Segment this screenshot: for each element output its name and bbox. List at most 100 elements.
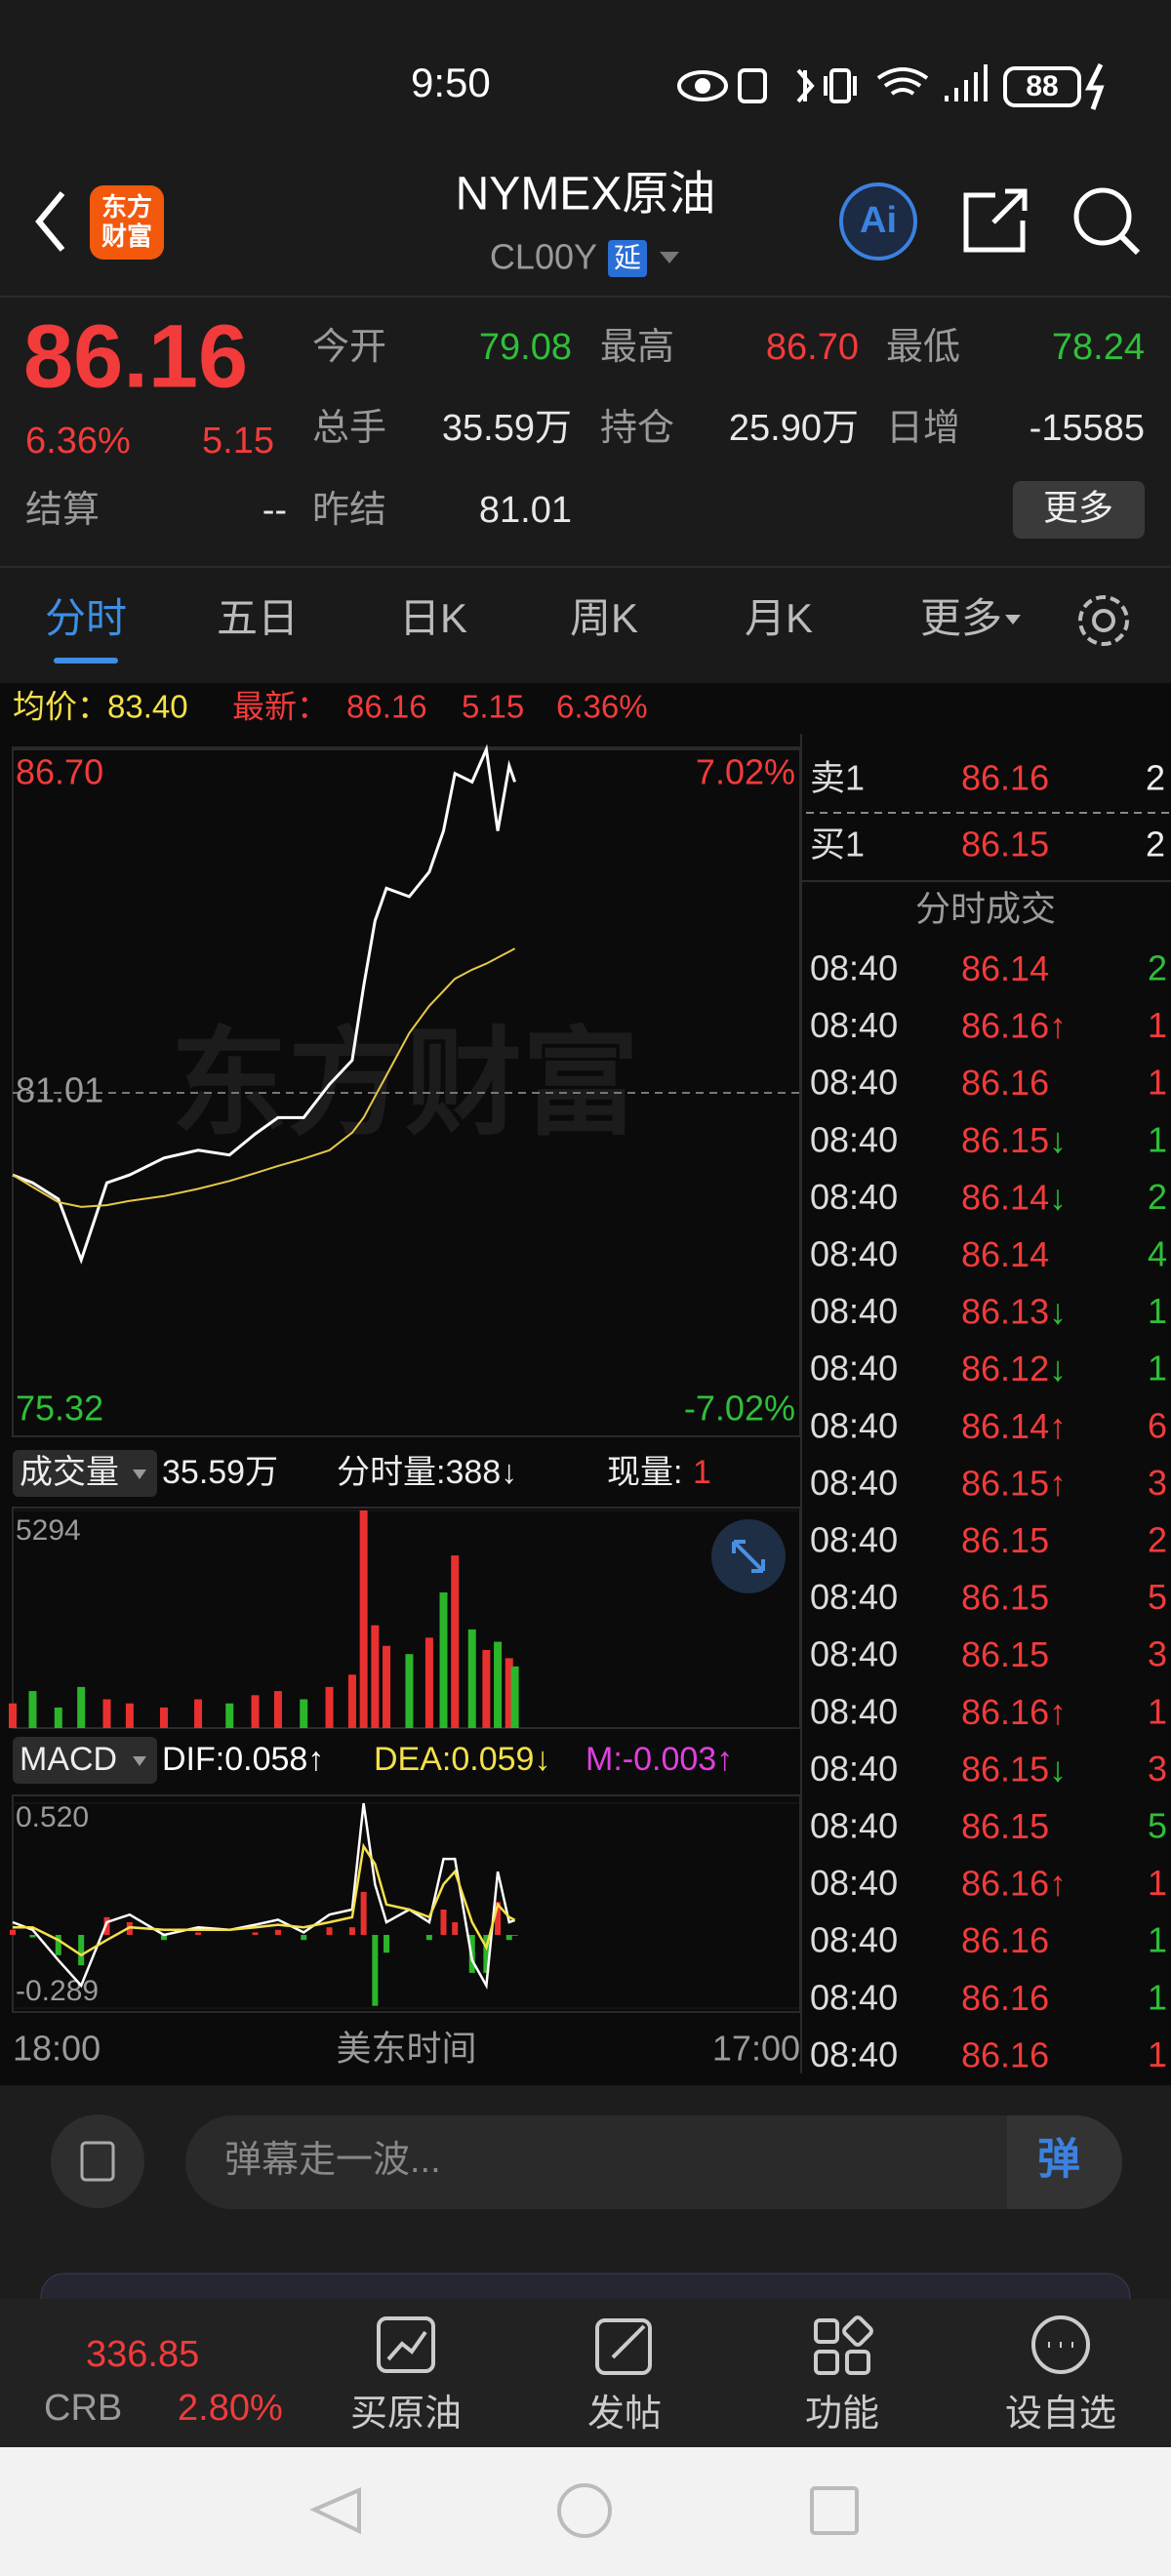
book-price: 86.15: [961, 825, 1049, 865]
comment-input[interactable]: [185, 2115, 1122, 2209]
trade-price: 86.12↓: [961, 1348, 1067, 1389]
volume-bar: [451, 1555, 460, 1728]
volume-bar: [467, 1629, 476, 1728]
avg-label: 均价：: [13, 689, 109, 725]
tab[interactable]: 五日: [217, 595, 299, 641]
macd-bar: [511, 1934, 518, 1936]
macd-bar: [78, 1934, 85, 1966]
trade-price: 86.15↓: [961, 1749, 1067, 1789]
trade-time: 08:40: [810, 1634, 898, 1674]
trade-price-value: 86.16: [961, 1920, 1049, 1960]
trade-volume: 6: [1148, 1405, 1167, 1445]
trade-volume: 2: [1148, 1520, 1167, 1560]
trade-price: 86.16↑: [961, 1691, 1067, 1731]
nav-item[interactable]: 发帖: [587, 2394, 662, 2435]
search-button[interactable]: [1073, 187, 1132, 246]
trade-price: 86.16: [961, 2034, 1049, 2074]
danmaku-icon: [80, 2141, 115, 2182]
y2-tick-label: -7.02%: [684, 1389, 795, 1429]
current-volume-label: 现量:: [607, 1454, 682, 1491]
tab[interactable]: 月K: [745, 595, 813, 641]
macd-bar: [252, 1932, 259, 1935]
trade-price-value: 86.16: [961, 1063, 1049, 1103]
dropdown-caret: [1005, 615, 1021, 624]
trade-price-value: 86.15: [961, 1520, 1049, 1560]
settle-value: --: [262, 490, 287, 531]
trade-arrow: ↓: [1049, 1177, 1067, 1217]
volume-selector[interactable]: [13, 1450, 157, 1497]
trade-time: 08:40: [810, 1806, 898, 1846]
nav-item[interactable]: 买原油: [350, 2394, 462, 2435]
macd-bar: [483, 1934, 490, 1973]
trade-price: 86.14: [961, 1234, 1049, 1274]
macd-bar: [495, 1902, 502, 1935]
price-line: [12, 744, 517, 1265]
nav-item[interactable]: 功能: [805, 2394, 879, 2435]
tab[interactable]: 更多: [920, 595, 1002, 641]
danmaku-toggle[interactable]: [51, 2114, 144, 2208]
macd-bar: [440, 1910, 447, 1935]
field-value: 86.70: [766, 327, 859, 368]
trade-price-value: 86.15: [961, 1463, 1049, 1503]
trade-time: 08:40: [810, 1063, 898, 1103]
volume-bar: [194, 1699, 203, 1728]
volume-bar: [102, 1699, 111, 1728]
volume-bar: [28, 1691, 37, 1728]
book-label: 买1: [810, 825, 865, 865]
field-value: -15585: [1030, 408, 1145, 449]
ai-button[interactable]: [839, 182, 917, 261]
x-axis-label: 美东时间: [336, 2029, 476, 2069]
trade-price: 86.16↑: [961, 1005, 1067, 1045]
trade-price: 86.15↓: [961, 1119, 1067, 1159]
volume-bar: [405, 1654, 414, 1728]
trade-time: 08:40: [810, 948, 898, 988]
macd-bar: [29, 1934, 36, 1938]
trade-volume: 1: [1148, 1691, 1167, 1731]
change: 5.15: [202, 421, 274, 462]
comment-placeholder: 弹幕走一波...: [224, 2140, 441, 2181]
trade-volume: 1: [1148, 1119, 1167, 1159]
volume-bar: [273, 1691, 282, 1728]
macd-bar: [103, 1916, 110, 1935]
battery-level: 88: [1026, 70, 1058, 102]
settings-button[interactable]: [1078, 595, 1129, 646]
volume-bar: [439, 1591, 448, 1728]
y-tick-label: 5294: [16, 1514, 81, 1547]
trade-price: 86.15: [961, 1806, 1049, 1846]
field-label: 今开: [312, 327, 386, 368]
change-percent-info: 6.36%: [556, 689, 648, 725]
system-buttons[interactable]: [309, 2483, 859, 2538]
tab[interactable]: 分时: [45, 595, 127, 641]
more-button-text: 更多: [1043, 488, 1113, 528]
more-button[interactable]: [1013, 481, 1145, 539]
field-label: 最低: [886, 327, 960, 368]
nav-item[interactable]: 设自选: [1005, 2394, 1116, 2435]
volume-selector-text: 成交量: [20, 1454, 119, 1491]
trade-volume: 5: [1148, 1806, 1167, 1846]
trade-volume: 1: [1148, 1005, 1167, 1045]
send-button[interactable]: [1007, 2115, 1122, 2209]
contract-code[interactable]: CL00Y: [490, 237, 597, 277]
back-button[interactable]: [35, 191, 65, 252]
tab[interactable]: 周K: [570, 595, 638, 641]
trade-volume: 1: [1148, 1863, 1167, 1903]
last-price-info: 86.16: [346, 689, 427, 725]
chart-background: [0, 683, 1171, 2085]
share-button[interactable]: [963, 188, 1028, 253]
trade-time: 08:40: [810, 1348, 898, 1389]
trade-time: 08:40: [810, 1119, 898, 1159]
trade-price: 86.14↑: [961, 1405, 1067, 1445]
trade-arrow: ↑: [1049, 1863, 1067, 1903]
trade-time: 08:40: [810, 1977, 898, 2017]
trade-volume: 3: [1148, 1634, 1167, 1674]
y2-tick-label: 7.02%: [696, 752, 795, 792]
macd-bar: [348, 1927, 355, 1935]
trade-price: 86.16: [961, 1063, 1049, 1103]
volume-bar: [125, 1703, 134, 1728]
indicator-selector[interactable]: [13, 1737, 157, 1784]
macd-bar: [326, 1927, 333, 1935]
trade-price-value: 86.15: [961, 1119, 1049, 1159]
tab[interactable]: 日K: [399, 595, 467, 641]
x-tick-label: 18:00: [13, 2029, 101, 2069]
